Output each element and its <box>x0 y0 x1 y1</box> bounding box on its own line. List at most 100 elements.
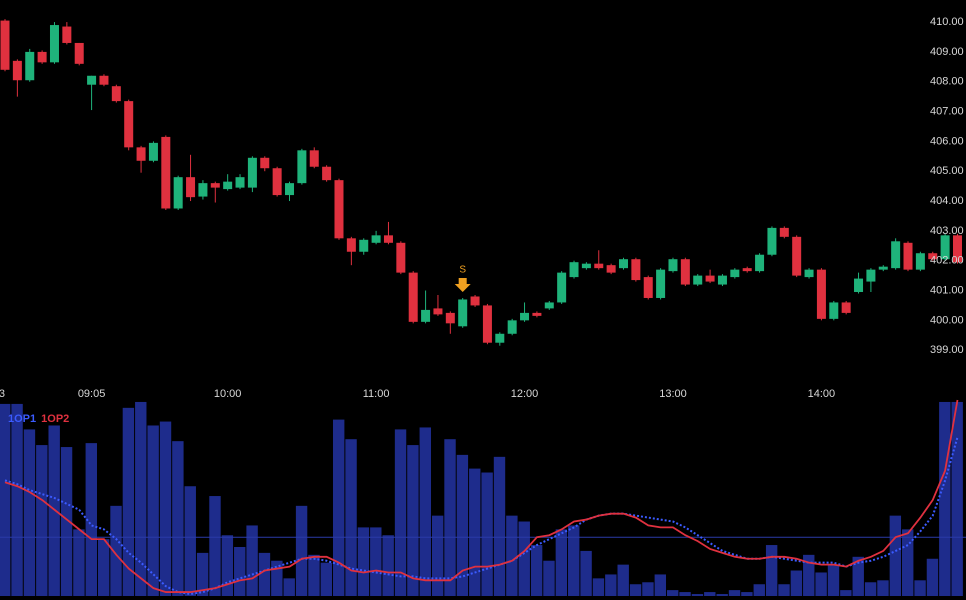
candle-body <box>458 299 468 327</box>
indicator-bar <box>642 582 654 596</box>
candle-body <box>470 296 480 306</box>
indicator-bar <box>308 554 320 596</box>
candle-body <box>742 268 752 272</box>
candle-body <box>779 227 789 237</box>
indicator-bar <box>666 590 679 596</box>
candle-body <box>507 320 517 334</box>
indicator-bar <box>48 425 60 596</box>
y-tick-label: 410.00 <box>930 16 964 28</box>
signal-label: S <box>459 265 466 276</box>
candle-body <box>520 312 530 321</box>
x-tick-label: 13 <box>0 388 5 400</box>
indicator-bar <box>295 505 308 596</box>
indicator-bar <box>592 578 605 596</box>
candle-body <box>482 305 492 343</box>
indicator-bar <box>23 429 36 596</box>
candle-body <box>12 60 22 81</box>
indicator-bar <box>753 584 765 596</box>
indicator-line <box>4 399 959 593</box>
indicator-bar <box>357 527 370 596</box>
candle-body <box>940 235 950 260</box>
candle-body <box>186 177 196 198</box>
indicator-bar <box>73 529 85 596</box>
candle-body <box>557 272 567 303</box>
indicator-bar <box>605 574 617 596</box>
indicator-bar <box>939 401 951 596</box>
indicator-bar <box>456 454 469 596</box>
indicator-bar <box>234 547 246 596</box>
indicator-bar <box>580 550 592 596</box>
candle-body <box>371 235 381 243</box>
candle-body <box>124 101 134 148</box>
indicator-bar <box>778 584 790 596</box>
candle-body <box>421 309 431 322</box>
y-tick-label: 399.00 <box>930 344 964 356</box>
candle-body <box>693 275 703 285</box>
indicator-bar <box>951 401 963 596</box>
indicator-bar <box>889 515 902 596</box>
candle-body <box>730 269 740 278</box>
indicator-bar <box>345 439 357 596</box>
candle-body <box>148 142 158 161</box>
candle-body <box>0 20 10 70</box>
indicator-bar <box>209 496 221 596</box>
indicator-bar <box>135 401 147 596</box>
candle-body <box>408 272 418 322</box>
candle-body <box>668 259 678 272</box>
indicator-bar <box>481 472 493 596</box>
indicator-bar <box>518 521 530 596</box>
y-tick-label: 405.00 <box>930 165 964 177</box>
indicator-bar <box>741 592 753 596</box>
candle-body <box>309 150 319 167</box>
candle-body <box>433 308 443 315</box>
indicator-bar <box>283 578 295 596</box>
candle-body <box>891 241 901 269</box>
legend-entry: 1OP1 <box>8 413 36 425</box>
candle-body <box>606 265 616 273</box>
candle-body <box>495 333 505 343</box>
candle-body <box>198 183 208 197</box>
indicator-bar <box>803 554 815 596</box>
candle-body <box>223 181 233 190</box>
candle-body <box>25 51 35 81</box>
candle-body <box>915 253 925 270</box>
candle-body <box>99 75 109 85</box>
indicator-bar <box>394 429 407 596</box>
indicator-bar <box>555 529 568 596</box>
indicator-bar <box>444 439 456 596</box>
x-tick-label: 10:00 <box>214 388 242 400</box>
indicator-bar <box>60 447 73 596</box>
indicator-bar <box>370 527 382 596</box>
legend-entry: 1OP2 <box>41 413 69 425</box>
candle-body <box>816 269 826 319</box>
candle-body <box>383 235 393 243</box>
candle-body <box>928 253 938 260</box>
candle-body <box>297 150 307 184</box>
indicator-bar <box>147 425 159 596</box>
x-tick-label: 13:00 <box>659 388 687 400</box>
candle-body <box>62 26 72 43</box>
candle-body <box>235 177 245 188</box>
x-tick-label: 14:00 <box>808 388 836 400</box>
candle-body <box>111 86 121 102</box>
candle-body <box>334 180 344 239</box>
candle-body <box>656 269 666 298</box>
indicator-bar <box>196 552 209 596</box>
candle-body <box>260 157 270 169</box>
candle-body <box>866 269 876 282</box>
indicator-bar <box>765 545 778 596</box>
candle-body <box>173 177 183 209</box>
indicator-bar <box>407 445 419 596</box>
candle-body <box>643 277 653 298</box>
indicator-bar <box>691 594 704 596</box>
candle-body <box>247 157 257 188</box>
indicator-bar <box>654 574 667 596</box>
candle-body <box>74 42 84 64</box>
candle-body <box>359 239 369 252</box>
indicator-bar <box>543 560 555 596</box>
indicator-bar <box>382 535 394 596</box>
indicator-bar <box>530 545 543 596</box>
candle-body <box>322 166 332 181</box>
y-tick-label: 401.00 <box>930 284 964 296</box>
